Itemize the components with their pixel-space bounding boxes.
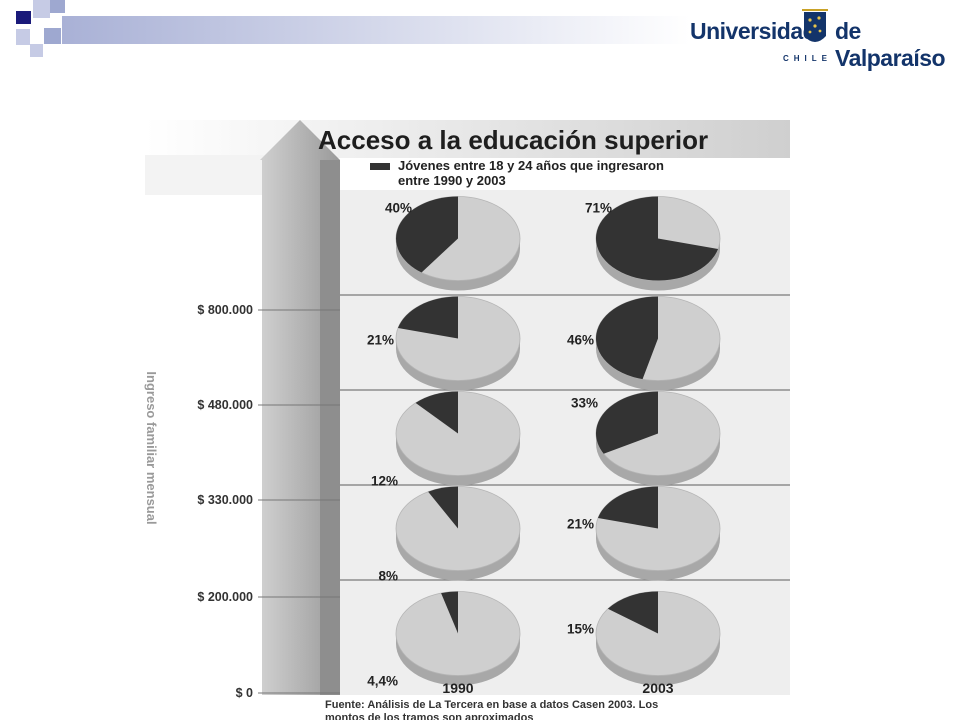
pies	[395, 196, 721, 686]
y-tick-label: $ 480.000	[197, 398, 253, 412]
pie-value-label: 21%	[367, 333, 394, 348]
pie-slice-value	[596, 296, 658, 380]
pie-slice-value	[428, 486, 458, 529]
pie-slice-value	[415, 391, 458, 434]
pie-2003-3	[595, 486, 721, 581]
pie-value-label: 8%	[378, 569, 398, 584]
chart-title: Acceso a la educación superior	[318, 125, 708, 155]
pie-2003-4	[595, 591, 721, 686]
pie-value-label: 33%	[571, 396, 598, 411]
pie-1990-4	[395, 591, 521, 686]
source-line-2: montos de los tramos son aproximados	[325, 712, 533, 720]
title-band	[145, 120, 790, 158]
tick-lines	[258, 309, 340, 694]
decor-gradient-bar	[62, 16, 690, 44]
pie-2003-1	[595, 296, 721, 391]
crest-icon	[802, 9, 828, 42]
decor-square	[30, 44, 43, 57]
pie-value-label: 15%	[567, 622, 594, 637]
y-tick-label: $ 330.000	[197, 493, 253, 507]
pie-slice-value	[607, 591, 658, 634]
pie-value-label: 4,4%	[367, 674, 398, 689]
y-axis-label: Ingreso familiar mensual	[144, 371, 159, 524]
column-label-2003: 2003	[642, 680, 673, 696]
percentage-labels: 40% 21% 12% 8% 4,4% 71% 46% 33% 21% 15%	[367, 201, 612, 689]
decor-square	[50, 0, 65, 13]
logo-word-universidad: Universidad	[690, 18, 817, 44]
y-tick-label: $ 0	[236, 686, 253, 700]
logo-country: CHILE	[783, 54, 832, 63]
pie-value-label: 40%	[385, 201, 412, 216]
column-label-1990: 1990	[442, 680, 473, 696]
pie-slice-value	[596, 391, 658, 454]
legend-line-1: Jóvenes entre 18 y 24 años que ingresaro…	[398, 158, 664, 173]
pie-1990-3	[395, 486, 521, 581]
pie-value-label: 21%	[567, 517, 594, 532]
pie-slice-value	[597, 486, 658, 529]
pie-value-label: 46%	[567, 333, 594, 348]
pie-value-label: 71%	[585, 201, 612, 216]
pie-slice-value	[396, 196, 458, 273]
logo-word-valparaiso: de Valparaíso	[835, 18, 946, 71]
y-tick-label: $ 800.000	[197, 303, 253, 317]
arrow-side	[320, 160, 340, 695]
row-lines	[340, 294, 790, 581]
y-tick-label: $ 200.000	[197, 590, 253, 604]
pie-2003-0	[595, 196, 721, 291]
decor-square	[33, 0, 50, 18]
pie-value-label: 12%	[371, 474, 398, 489]
decor-square	[44, 28, 61, 44]
pie-slice-value	[397, 296, 458, 339]
pie-1990-0	[395, 196, 521, 291]
pie-1990-1	[395, 296, 521, 391]
pie-2003-2	[595, 391, 721, 486]
decor-square	[16, 11, 31, 24]
decor-square	[16, 29, 30, 45]
source-line-1: Fuente: Análisis de La Tercera en base a…	[325, 699, 658, 711]
pie-slice-value	[595, 196, 719, 281]
column-labels: 1990 2003	[442, 680, 673, 696]
pie-slice-value	[441, 591, 458, 634]
y-ticks: $ 800.000 $ 480.000 $ 330.000 $ 200.000 $ 0	[197, 303, 253, 700]
pie-1990-2	[395, 391, 521, 486]
legend-line-2: entre 1990 y 2003	[398, 173, 506, 188]
legend-swatch	[370, 163, 390, 170]
university-logo: Universidad de Valparaíso CHILE	[690, 6, 955, 71]
